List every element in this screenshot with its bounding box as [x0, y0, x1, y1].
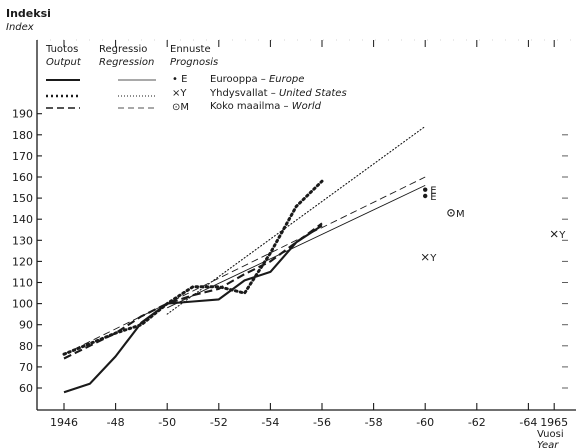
y-tick-label: 150 — [12, 192, 33, 205]
regression-line-europe — [167, 184, 426, 309]
legend-header-output: Tuotos — [45, 44, 78, 55]
legend-header-regression: Regressio — [99, 44, 147, 55]
y-tick-label: 80 — [19, 340, 33, 353]
x-tick-label: -58 — [365, 416, 383, 429]
prognosis-label: Y — [429, 253, 437, 264]
y-tick-label: 60 — [19, 382, 33, 395]
legend-header-output-en: Output — [46, 57, 82, 68]
y-axis-title: Indeksi — [6, 7, 51, 20]
prognosis-point-usa: Y — [421, 253, 437, 264]
y-tick-label: 180 — [12, 129, 33, 142]
x-axis-ticks: 1946 -48 -50 -52 -54 -56 -58 -60 -62 -64 1965 — [50, 40, 568, 429]
y-tick-label: 100 — [12, 298, 33, 311]
legend-header-prognosis-en: Prognosis — [170, 57, 218, 68]
prognosis-label: Y — [558, 230, 566, 241]
legend-header-prognosis: Ennuste — [170, 44, 211, 55]
output-lines — [62, 179, 324, 394]
prognosis-point-europe: E — [423, 186, 437, 197]
x-tick-label: -60 — [416, 416, 434, 429]
y-tick-label: 130 — [12, 234, 33, 247]
legend: Tuotos Output Regressio Regression Ennus… — [45, 44, 347, 113]
y-tick-label: 120 — [12, 255, 33, 268]
prognosis-label: E — [430, 192, 436, 203]
prognosis-dot — [423, 187, 428, 192]
x-tick-label: -54 — [261, 416, 279, 429]
y-axis-ticks: 60 70 80 90 100 110 120 130 140 150 160 170 180 190 — [12, 108, 568, 395]
prognosis-label: E — [430, 186, 436, 197]
prognosis-point-europe: E — [423, 192, 437, 203]
regression-line-world — [63, 176, 426, 355]
y-tick-label: 140 — [12, 213, 33, 226]
prognosis-cross — [421, 253, 429, 261]
prognosis-circle — [447, 209, 455, 217]
y-tick-label: 190 — [12, 108, 33, 121]
legend-label-world: Koko maailma – World — [210, 101, 322, 112]
x-tick-label: 1965 — [540, 416, 568, 429]
y-tick-label: 70 — [19, 361, 33, 374]
y-axis-title-en: Index — [6, 22, 34, 33]
y-tick-label: 110 — [12, 277, 33, 290]
x-axis-title-en: Year — [537, 440, 559, 448]
x-tick-label: 1946 — [50, 416, 78, 429]
prognosis-label: M — [456, 209, 465, 220]
x-tick-label: -56 — [313, 416, 331, 429]
prognosis-dot — [423, 193, 428, 199]
x-axis-title: Vuosi — [537, 429, 564, 440]
x-tick-label: -50 — [158, 416, 176, 429]
legend-header-regression-en: Regression — [99, 57, 154, 68]
output-line-world — [63, 222, 323, 360]
x-tick-label: -48 — [107, 416, 125, 429]
y-tick-label: 90 — [19, 319, 33, 332]
legend-symbol-usa: ×Y — [172, 88, 187, 99]
y-tick-label: 160 — [12, 171, 33, 184]
regression-lines — [63, 125, 426, 355]
prognosis-points: EE Y Y M — [421, 186, 566, 264]
x-tick-label: -62 — [468, 416, 486, 429]
legend-label-usa: Yhdysvallat – United States — [209, 88, 347, 99]
prognosis-point-world: M — [447, 209, 465, 220]
legend-label-europe: Eurooppa – Europe — [210, 74, 304, 85]
legend-symbol-europe: • E — [172, 74, 187, 85]
output-line-europe — [63, 224, 323, 394]
y-tick-label: 170 — [12, 150, 33, 163]
x-tick-label: -52 — [210, 416, 228, 429]
x-tick-label: -64 — [519, 416, 537, 429]
output-line-usa — [62, 179, 324, 356]
prognosis-circle-center — [450, 211, 452, 214]
legend-symbol-world: ⊙M — [172, 102, 189, 113]
prognosis-cross — [550, 230, 558, 238]
prognosis-point-usa: Y — [550, 230, 566, 241]
regression-line-usa — [166, 125, 426, 315]
